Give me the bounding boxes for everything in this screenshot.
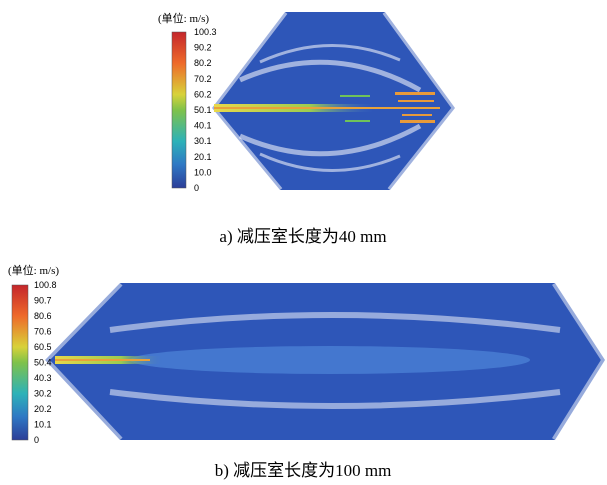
colorbar: [171, 31, 187, 189]
colorbar-tick-label: 10.1: [34, 420, 52, 430]
colorbar-tick-label: 20.1: [194, 152, 212, 162]
colorbar-tick-label: 70.6: [34, 327, 52, 337]
colorbar-tick-label: 100.3: [194, 27, 217, 37]
colorbar-tick-label: 100.8: [34, 280, 57, 290]
colorbar-tick-label: 40.3: [34, 373, 52, 383]
colorbar-tick-label: 80.6: [34, 311, 52, 321]
colorbar-tick-label: 80.2: [194, 58, 212, 68]
caption: a) 减压室长度为40 mm: [219, 227, 386, 246]
colorbar-tick-label: 0: [194, 183, 199, 193]
colorbar-tick-label: 0: [34, 435, 39, 445]
colorbar-tick-label: 50.4: [34, 358, 52, 368]
colorbar-tick-label: 90.2: [194, 43, 212, 53]
caption: b) 减压室长度为100 mm: [215, 461, 392, 480]
colorbar-tick-label: 10.0: [194, 167, 212, 177]
panel-b: (单位: m/s) 100.8 90.7 80.6 70.6 60.5 50.4 40.3 3…: [8, 263, 607, 480]
colorbar-tick-label: 60.2: [194, 89, 212, 99]
colorbar-tick-label: 20.2: [34, 404, 52, 414]
colorbar-tick-label: 60.5: [34, 342, 52, 352]
jet-plume: [130, 346, 530, 374]
unit-label: (单位: m/s): [158, 11, 209, 25]
panel-a: (单位: m/s) 100.3 90.2 80.2 70.2 60.2 50.1 40.1 3…: [158, 10, 459, 246]
colorbar-tick-label: 90.7: [34, 296, 52, 306]
colorbar-ticks: 100.8 90.7 80.6 70.6 60.5 50.4 40.3 30.2 20.2 10.…: [34, 280, 57, 445]
colorbar-tick-label: 30.1: [194, 136, 212, 146]
colorbar-tick-label: 40.1: [194, 121, 212, 131]
particle-gaps: [40, 280, 607, 443]
spray: [395, 92, 435, 123]
colorbar-tick-label: 70.2: [194, 74, 212, 84]
colorbar-ticks: 100.3 90.2 80.2 70.2 60.2 50.1 40.1 30.1 20.1 10.…: [194, 27, 217, 193]
colorbar-tick-label: 50.1: [194, 105, 212, 115]
unit-label: (单位: m/s): [8, 263, 59, 277]
colorbar-tick-label: 30.2: [34, 389, 52, 399]
colorbar: [11, 284, 29, 441]
particle-gaps: [208, 10, 459, 192]
spray-green: [340, 95, 370, 122]
